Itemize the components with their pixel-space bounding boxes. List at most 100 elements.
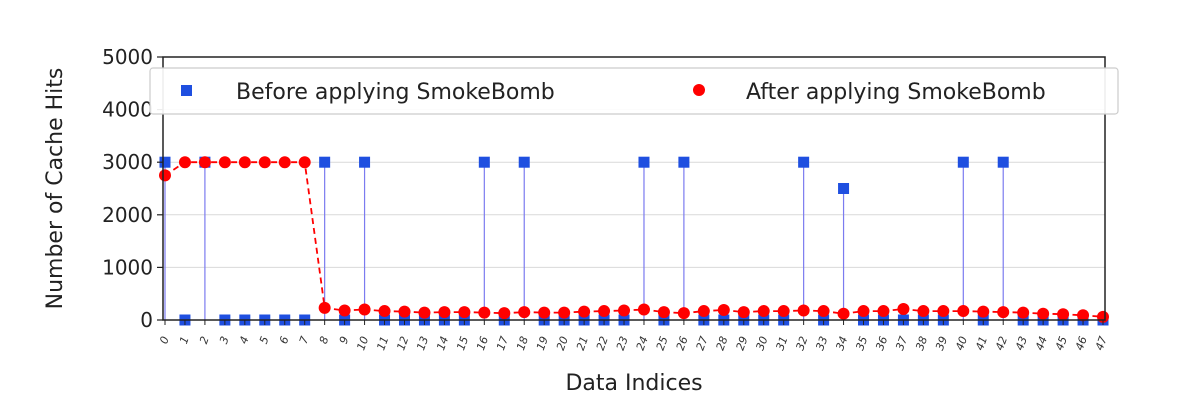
- x-tick-label-37: 37: [893, 335, 910, 353]
- x-tick-label-30: 30: [754, 335, 771, 353]
- after-marker-37: [897, 302, 910, 315]
- x-tick-label-24: 24: [634, 335, 651, 353]
- x-tick-label-28: 28: [714, 335, 731, 353]
- after-marker-15: [458, 306, 471, 319]
- x-axis-ticks: 0 1 2 3 4 5 6 7 8 9 10 11 12 13 14 15 16 17 18 19 20 21 22 23 24…: [157, 320, 1110, 352]
- before-marker-0: [159, 156, 171, 168]
- x-tick-label-29: 29: [734, 335, 751, 353]
- legend-marker-after: [693, 84, 705, 96]
- after-marker-18: [518, 306, 531, 319]
- after-marker-42: [997, 306, 1010, 319]
- after-marker-20: [558, 306, 571, 319]
- after-marker-29: [737, 306, 750, 319]
- x-tick-label-19: 19: [534, 335, 551, 353]
- x-tick-label-11: 11: [374, 335, 391, 353]
- after-marker-38: [917, 305, 930, 318]
- after-marker-4: [238, 156, 251, 169]
- x-tick-label-39: 39: [933, 335, 950, 353]
- after-marker-2: [198, 156, 211, 169]
- legend-label-after: After applying SmokeBomb: [746, 80, 1046, 105]
- before-marker-18: [518, 156, 530, 168]
- legend-label-before: Before applying SmokeBomb: [236, 80, 555, 105]
- after-marker-14: [438, 306, 451, 319]
- before-marker-34: [838, 183, 850, 194]
- x-tick-label-20: 20: [554, 335, 571, 353]
- after-marker-33: [817, 305, 830, 318]
- after-marker-26: [677, 307, 690, 320]
- x-tick-label-34: 34: [833, 335, 850, 353]
- before-series-stems: [164, 162, 1004, 320]
- after-marker-13: [418, 306, 431, 319]
- x-tick-label-17: 17: [494, 335, 511, 353]
- x-tick-label-38: 38: [913, 335, 930, 353]
- before-marker-42: [997, 156, 1009, 168]
- y-tick-label-3000: 3000: [102, 150, 153, 174]
- after-marker-11: [378, 305, 391, 318]
- after-marker-41: [977, 305, 990, 318]
- after-series-line: [164, 161, 1104, 318]
- after-marker-31: [777, 305, 790, 318]
- after-marker-27: [697, 305, 710, 318]
- after-marker-12: [398, 305, 411, 318]
- x-tick-label-15: 15: [454, 335, 471, 353]
- x-tick-label-42: 42: [993, 335, 1010, 353]
- legend-marker-before: [181, 85, 192, 96]
- after-marker-25: [657, 306, 670, 319]
- after-marker-44: [1037, 307, 1050, 320]
- x-tick-label-18: 18: [514, 335, 531, 353]
- legend: Before applying SmokeBomb After applying…: [149, 67, 1119, 115]
- x-tick-label-13: 13: [414, 335, 431, 353]
- x-tick-label-35: 35: [853, 335, 870, 353]
- x-tick-label-25: 25: [654, 335, 671, 353]
- x-tick-label-43: 43: [1013, 335, 1030, 353]
- x-tick-label-0: 0: [157, 335, 172, 346]
- after-marker-0: [158, 169, 171, 182]
- after-marker-17: [498, 307, 511, 320]
- x-tick-label-7: 7: [297, 335, 312, 346]
- x-tick-label-31: 31: [773, 335, 790, 353]
- y-tick-label-1000: 1000: [102, 255, 153, 279]
- after-marker-45: [1057, 308, 1070, 321]
- after-series-dashed-line: [164, 161, 1104, 318]
- y-tick-label-2000: 2000: [102, 203, 153, 227]
- x-tick-label-6: 6: [277, 335, 292, 346]
- after-marker-1: [178, 156, 191, 169]
- after-marker-39: [937, 305, 950, 318]
- before-marker-32: [798, 156, 810, 168]
- after-marker-34: [837, 307, 850, 320]
- y-tick-label-4000: 4000: [102, 98, 153, 122]
- after-marker-8: [318, 301, 331, 314]
- after-marker-36: [877, 305, 890, 318]
- y-tick-label-0: 0: [140, 308, 153, 332]
- series-markers: [158, 156, 1110, 326]
- legend-box: [149, 67, 1119, 115]
- after-marker-22: [598, 305, 611, 318]
- after-marker-30: [757, 305, 770, 318]
- after-marker-10: [358, 303, 371, 316]
- before-marker-8: [319, 156, 331, 168]
- after-marker-16: [478, 306, 491, 319]
- after-marker-28: [717, 304, 730, 317]
- after-marker-21: [578, 305, 591, 318]
- x-tick-label-41: 41: [973, 335, 990, 353]
- after-marker-24: [637, 303, 650, 316]
- x-tick-label-21: 21: [574, 335, 591, 353]
- after-marker-32: [797, 304, 810, 317]
- x-tick-label-12: 12: [394, 335, 411, 353]
- after-marker-6: [278, 156, 291, 169]
- x-tick-label-9: 9: [337, 335, 352, 346]
- x-tick-label-27: 27: [694, 335, 711, 353]
- x-tick-label-23: 23: [614, 335, 631, 353]
- x-tick-label-46: 46: [1073, 335, 1090, 353]
- x-tick-label-40: 40: [953, 335, 970, 353]
- x-tick-label-14: 14: [434, 335, 451, 353]
- after-marker-46: [1077, 309, 1090, 322]
- after-marker-19: [538, 306, 551, 319]
- before-marker-16: [478, 156, 490, 168]
- x-tick-label-22: 22: [594, 335, 611, 353]
- x-tick-label-26: 26: [674, 335, 691, 353]
- y-tick-label-5000: 5000: [102, 45, 153, 69]
- after-marker-5: [258, 156, 271, 169]
- x-tick-label-5: 5: [257, 335, 272, 346]
